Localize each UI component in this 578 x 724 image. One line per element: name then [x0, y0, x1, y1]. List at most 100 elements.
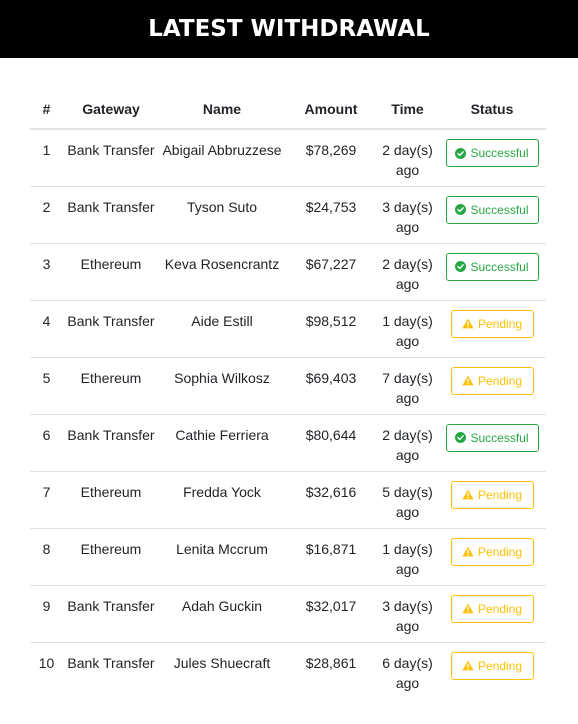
row-status: Pending [438, 357, 546, 414]
column-header-status: Status [438, 90, 546, 130]
row-time: 2 day(s) ago [382, 255, 433, 292]
row-amount: $16,871 [305, 540, 357, 557]
row-status: Successful [438, 414, 546, 471]
status-badge: Pending [450, 480, 534, 509]
row-amount: $80,644 [305, 426, 357, 443]
row-status: Pending [438, 471, 546, 528]
row-time: 5 day(s) ago [382, 483, 433, 520]
row-number: 3 [42, 255, 51, 272]
table-row: 2 Bank Transfer Tyson Suto $24,753 3 day(s) … [30, 186, 546, 243]
row-gateway: Ethereum [80, 369, 142, 386]
row-number: 1 [42, 142, 51, 158]
status-badge: Successful [445, 139, 539, 167]
row-time: 6 day(s) ago [382, 654, 433, 691]
row-name: Sophia Wilkosz [174, 369, 270, 386]
table-row: 5 Ethereum Sophia Wilkosz $69,403 7 day(s) a… [30, 357, 546, 414]
status-label: Pending [477, 316, 523, 331]
status-label: Successful [470, 202, 529, 217]
row-time: 3 day(s) ago [382, 597, 433, 634]
row-status: Pending [438, 642, 546, 699]
row-amount: $67,227 [305, 255, 357, 272]
row-number: 10 [38, 654, 55, 671]
row-name: Jules Shuecraft [173, 654, 271, 671]
status-label: Pending [477, 487, 523, 502]
status-label: Successful [470, 146, 529, 160]
warning-icon [462, 489, 474, 500]
row-number: 9 [42, 597, 51, 614]
status-label: Pending [477, 544, 523, 559]
row-name: Abigail Abbruzzese [162, 142, 282, 158]
row-time: 7 day(s) ago [382, 369, 433, 406]
status-badge: Pending [450, 594, 534, 623]
row-gateway: Bank Transfer [67, 312, 155, 329]
column-header-number: # [30, 90, 63, 130]
row-number: 8 [42, 540, 51, 557]
column-header-gateway: Gateway [63, 90, 159, 130]
check-circle-icon [455, 204, 467, 215]
row-status: Pending [438, 585, 546, 642]
row-time: 1 day(s) ago [382, 540, 433, 577]
warning-icon [462, 660, 474, 671]
status-badge: Pending [450, 309, 534, 338]
row-amount: $28,861 [305, 654, 357, 671]
status-label: Pending [477, 373, 523, 388]
row-gateway: Bank Transfer [67, 198, 155, 215]
table-row: 4 Bank Transfer Aide Estill $98,512 1 day(s)… [30, 300, 546, 357]
row-status: Pending [438, 528, 546, 585]
table-row: 8 Ethereum Lenita Mccrum $16,871 1 day(s) ag… [30, 528, 546, 585]
page-header: LATEST WITHDRAWAL [0, 0, 578, 58]
table-row: 10 Bank Transfer Jules Shuecraft $28,861 6 d… [30, 642, 546, 699]
status-label: Pending [477, 658, 523, 673]
status-label: Successful [470, 430, 529, 445]
row-gateway: Ethereum [80, 483, 142, 500]
table-row: 6 Bank Transfer Cathie Ferriera $80,644 2 da… [30, 414, 546, 471]
row-amount: $78,269 [305, 142, 357, 158]
row-time: 1 day(s) ago [382, 312, 433, 349]
row-name: Adah Guckin [181, 597, 263, 614]
column-header-time: Time [377, 90, 438, 130]
row-number: 6 [42, 426, 51, 443]
row-status: Successful [438, 186, 546, 243]
row-time: 3 day(s) ago [382, 198, 433, 235]
row-amount: $98,512 [305, 312, 357, 329]
status-badge: Successful [445, 195, 539, 224]
row-number: 5 [42, 369, 51, 386]
row-gateway: Bank Transfer [67, 142, 155, 158]
status-label: Successful [470, 259, 529, 274]
row-name: Fredda Yock [183, 483, 261, 500]
warning-icon [462, 603, 474, 614]
withdrawal-table: # Gateway Name Amount Time Status 1 Bank … [30, 90, 546, 699]
row-gateway: Bank Transfer [67, 426, 155, 443]
status-badge: Pending [450, 651, 534, 680]
table-row: 1 Bank Transfer Abigail Abbruzzese $78,269 2… [30, 129, 546, 186]
check-circle-icon [455, 147, 467, 159]
row-gateway: Bank Transfer [67, 597, 155, 614]
table-row: 9 Bank Transfer Adah Guckin $32,017 3 day(s)… [30, 585, 546, 642]
row-gateway: Ethereum [80, 540, 142, 557]
status-badge: Successful [445, 252, 539, 281]
row-name: Keva Rosencrantz [164, 255, 280, 272]
row-number: 7 [42, 483, 51, 500]
row-gateway: Bank Transfer [67, 654, 155, 671]
row-gateway: Ethereum [80, 255, 142, 272]
row-time: 2 day(s) ago [382, 142, 433, 178]
column-header-amount: Amount [285, 90, 377, 130]
status-badge: Pending [450, 537, 534, 566]
row-name: Lenita Mccrum [176, 540, 268, 557]
row-status: Successful [438, 129, 546, 186]
row-amount: $24,753 [305, 198, 357, 215]
row-name: Aide Estill [191, 312, 253, 329]
page-title: LATEST WITHDRAWAL [148, 16, 430, 42]
row-amount: $32,017 [305, 597, 357, 614]
warning-icon [462, 375, 474, 386]
row-number: 2 [42, 198, 51, 215]
row-time: 2 day(s) ago [382, 426, 433, 463]
table-row: 7 Ethereum Fredda Yock $32,616 5 day(s) ago P… [30, 471, 546, 528]
status-label: Pending [477, 601, 523, 616]
status-badge: Pending [450, 366, 534, 395]
warning-icon [462, 318, 474, 329]
table-body: 1 Bank Transfer Abigail Abbruzzese $78,269 2… [30, 129, 546, 699]
table-header: # Gateway Name Amount Time Status [30, 90, 546, 130]
table-row: 3 Ethereum Keva Rosencrantz $67,227 2 day(s)… [30, 243, 546, 300]
warning-icon [462, 546, 474, 557]
